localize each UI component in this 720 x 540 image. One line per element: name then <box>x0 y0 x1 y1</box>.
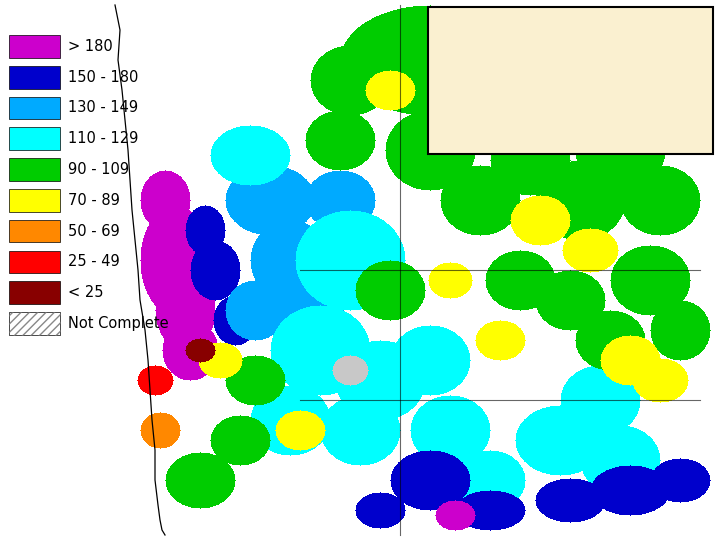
Text: < 25: < 25 <box>68 285 103 300</box>
Text: Not Complete: Not Complete <box>68 316 168 331</box>
Text: 50 - 69: 50 - 69 <box>68 224 120 239</box>
Text: Mountain
Snowpack
(% of normal)
- as of Mar. 1, 2008: Mountain Snowpack (% of normal) - as of … <box>458 30 683 131</box>
Text: 130 - 149: 130 - 149 <box>68 100 138 116</box>
Text: 150 - 180: 150 - 180 <box>68 70 138 85</box>
Text: 110 - 129: 110 - 129 <box>68 131 138 146</box>
Text: 70 - 89: 70 - 89 <box>68 193 120 208</box>
Text: 25 - 49: 25 - 49 <box>68 254 120 269</box>
Text: > 180: > 180 <box>68 39 112 54</box>
Text: 90 - 109: 90 - 109 <box>68 162 129 177</box>
